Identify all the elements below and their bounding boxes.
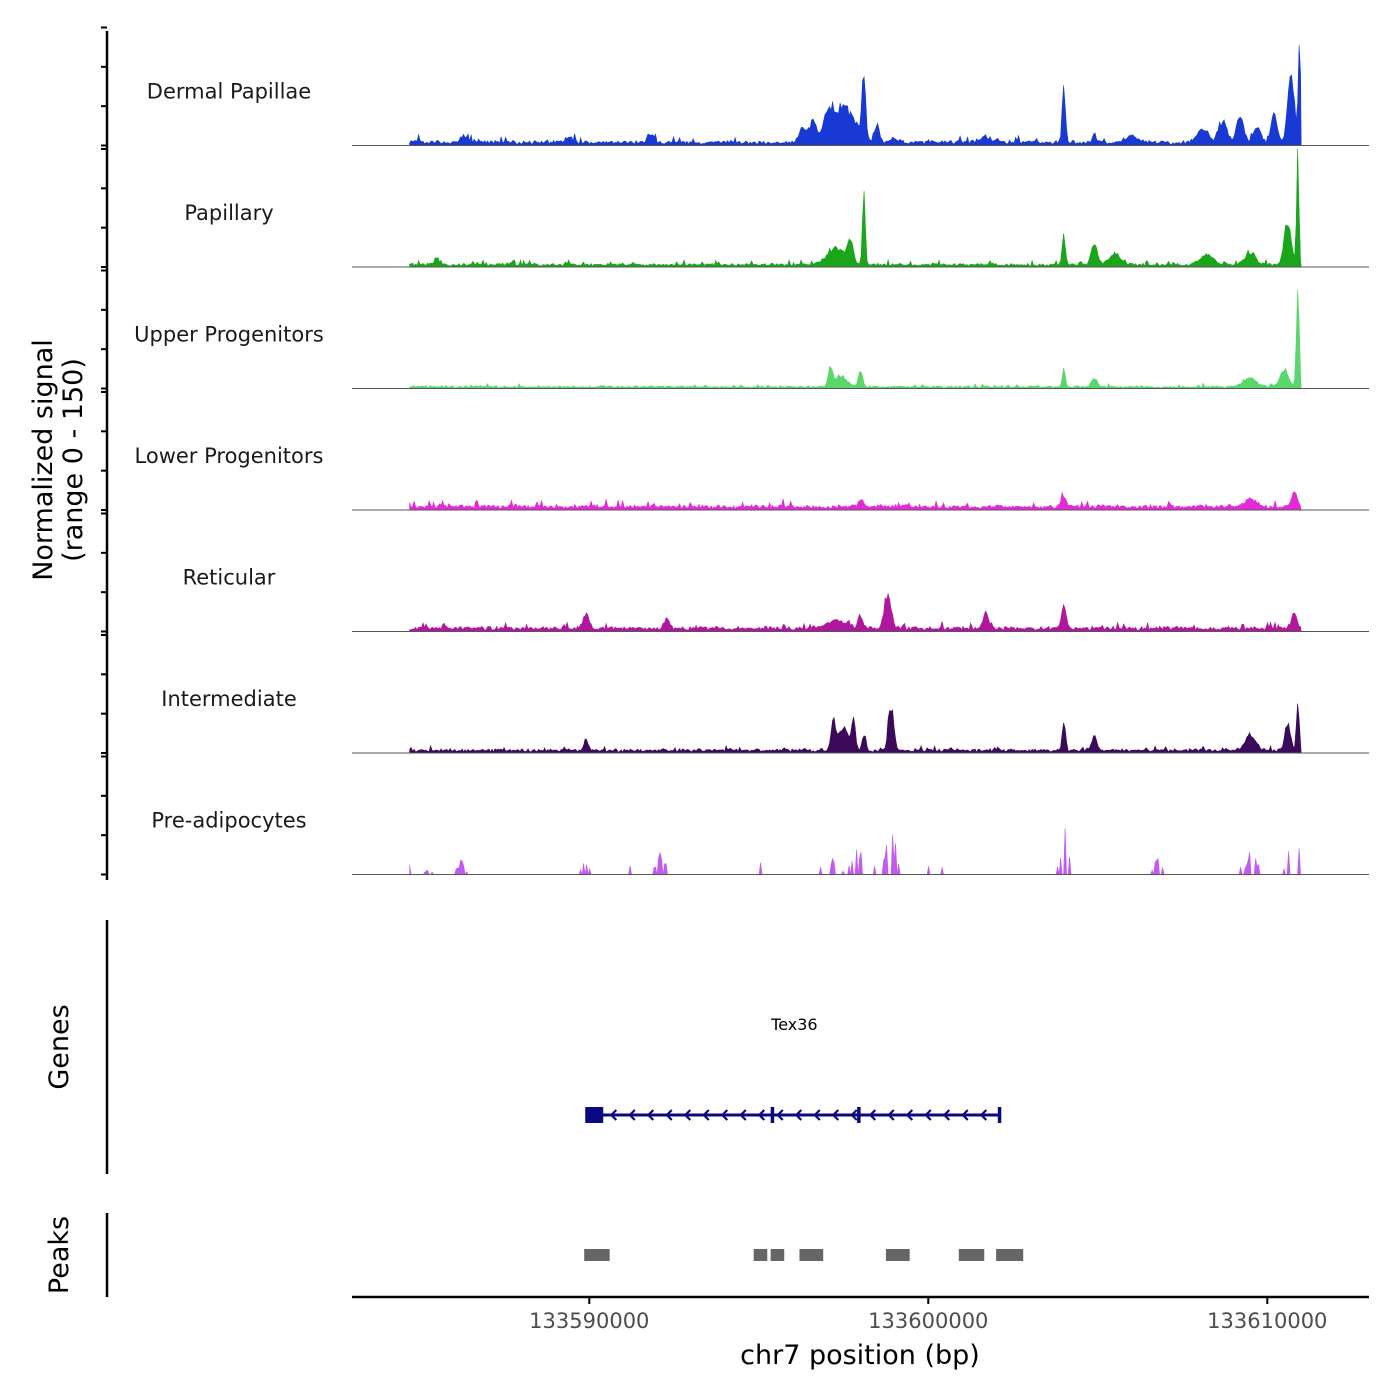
track-papillary: Papillary bbox=[184, 148, 1369, 268]
peak-region bbox=[770, 1249, 785, 1261]
strand-arrow bbox=[739, 1109, 747, 1121]
strand-arrow bbox=[794, 1109, 803, 1121]
track-label: Papillary bbox=[184, 201, 273, 225]
peak-region bbox=[958, 1249, 985, 1261]
signal-area bbox=[409, 491, 1302, 511]
strand-arrow bbox=[776, 1109, 784, 1121]
strand-arrow bbox=[942, 1109, 951, 1121]
strand-arrow bbox=[868, 1109, 877, 1121]
gene-name: Tex36 bbox=[770, 1015, 817, 1034]
exon bbox=[585, 1107, 604, 1123]
y-axis-title-line1: Normalized signal bbox=[28, 339, 59, 581]
peak-region bbox=[584, 1249, 610, 1261]
strand-arrow bbox=[609, 1109, 618, 1121]
peak-region bbox=[885, 1249, 910, 1261]
strand-arrow bbox=[720, 1109, 729, 1121]
strand-arrow bbox=[979, 1109, 988, 1121]
x-tick-label: 133600000 bbox=[868, 1309, 988, 1333]
track-pre-adipocytes: Pre-adipocytes bbox=[151, 809, 1369, 876]
exon bbox=[997, 1107, 1002, 1123]
track-upper-progenitors: Upper Progenitors bbox=[134, 289, 1369, 389]
coverage-tracks: Dermal Papillae Papillary Upper Progenitor… bbox=[134, 45, 1369, 876]
signal-area bbox=[409, 703, 1302, 754]
track-label: Dermal Papillae bbox=[147, 80, 311, 104]
strand-arrow bbox=[628, 1109, 636, 1121]
strand-arrow bbox=[850, 1109, 858, 1121]
strand-arrow bbox=[905, 1109, 914, 1121]
track-label: Pre-adipocytes bbox=[151, 809, 306, 833]
track-label: Intermediate bbox=[161, 687, 297, 711]
gene-model: Tex36 bbox=[585, 1015, 1002, 1123]
y-axis-title-line2: (range 0 - 150) bbox=[58, 358, 89, 562]
track-intermediate: Intermediate bbox=[161, 687, 1369, 754]
strand-arrow bbox=[924, 1109, 932, 1121]
strand-arrow bbox=[683, 1109, 692, 1121]
signal-area bbox=[409, 148, 1302, 268]
track-reticular: Reticular bbox=[183, 566, 1369, 632]
x-tick-label: 133590000 bbox=[529, 1309, 649, 1333]
strand-arrow bbox=[831, 1109, 840, 1121]
signal-area bbox=[409, 592, 1302, 632]
track-lower-progenitors: Lower Progenitors bbox=[135, 444, 1369, 511]
strand-arrow bbox=[646, 1109, 655, 1121]
strand-arrow bbox=[887, 1109, 895, 1121]
track-label: Lower Progenitors bbox=[135, 444, 324, 468]
genes-axis-title: Genes bbox=[44, 1004, 75, 1089]
x-axis-title: chr7 position (bp) bbox=[740, 1340, 980, 1371]
signal-area bbox=[409, 45, 1302, 146]
track-dermal-papillae: Dermal Papillae bbox=[147, 45, 1369, 146]
exon bbox=[857, 1107, 861, 1123]
track-label: Reticular bbox=[183, 566, 276, 590]
peak-region bbox=[799, 1249, 824, 1261]
peak-regions bbox=[584, 1249, 1024, 1261]
track-label: Upper Progenitors bbox=[134, 323, 324, 347]
strand-arrow bbox=[757, 1109, 766, 1121]
signal-area bbox=[409, 289, 1302, 389]
y-axis-ticks bbox=[101, 26, 109, 880]
strand-arrow bbox=[665, 1109, 673, 1121]
peaks-axis-title: Peaks bbox=[44, 1216, 75, 1294]
peak-region bbox=[996, 1249, 1024, 1261]
peak-region bbox=[753, 1249, 768, 1261]
strand-arrow bbox=[702, 1109, 710, 1121]
exon bbox=[770, 1107, 775, 1123]
strand-arrow bbox=[813, 1109, 821, 1121]
x-axis-ticks: 133590000 133600000 133610000 bbox=[529, 1297, 1327, 1333]
signal-area bbox=[409, 828, 1302, 876]
strand-arrow bbox=[961, 1109, 969, 1121]
x-tick-label: 133610000 bbox=[1207, 1309, 1327, 1333]
